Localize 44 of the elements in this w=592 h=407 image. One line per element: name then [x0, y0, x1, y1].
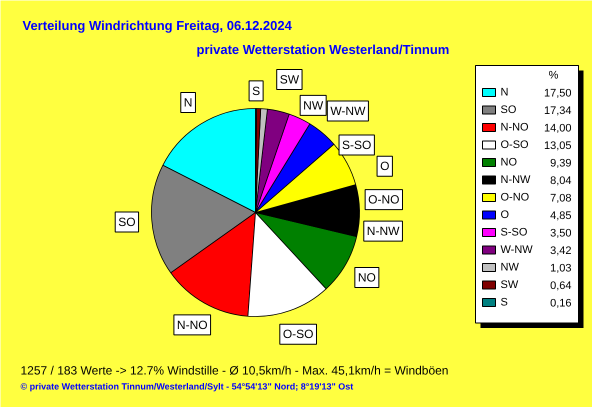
legend-label: O-SO [500, 139, 530, 151]
legend-label: N [500, 86, 508, 98]
slice-label: NO [358, 270, 376, 285]
slice-label: O-SO [282, 327, 314, 342]
data-label: 3,42 [550, 245, 572, 257]
data-label: 4,85 [550, 210, 572, 222]
data-label: 17,34 [544, 105, 572, 117]
legend-label: SW [500, 279, 519, 291]
data-label: 3,50 [550, 228, 572, 240]
data-label: 7,08 [550, 192, 572, 204]
data-label: 1,03 [550, 262, 572, 274]
legend-title: % [548, 70, 559, 82]
slice-label: N [184, 96, 192, 110]
legend-label: NW [500, 262, 520, 274]
legend-label: W-NW [500, 244, 534, 256]
data-label: 17,50 [544, 88, 572, 100]
data-label: 8,04 [550, 175, 572, 187]
data-label: 0,16 [550, 298, 572, 310]
data-label: 14,00 [544, 122, 572, 134]
chart-subtitle: private Wetterstation Westerland/Tinnum [196, 42, 450, 57]
chart-title: Verteilung Windrichtung Freitag, 06.12.2024 [22, 18, 293, 33]
category-label: S-SO [342, 138, 372, 152]
legend-label: S-SO [500, 226, 528, 238]
text: © private Wetterstation Tinnum/Westerland/Sylt - 54°54'13" Nord; 8°19'13" Ost [20, 382, 354, 392]
category-label: O-NO [368, 192, 400, 207]
legend-label: SO [500, 104, 517, 116]
slice-label: N-NO [176, 318, 208, 332]
legend-label: NO [500, 156, 518, 168]
data-label: 13,05 [544, 140, 572, 152]
legend-label: N-NW [500, 174, 532, 186]
slice-label: SO [118, 214, 136, 229]
legend-label: O [500, 209, 510, 221]
category-label: W-NW [330, 104, 366, 118]
category-label: NW [303, 98, 324, 112]
legend-label: O-NO [500, 192, 530, 204]
legend-label: N-NO [500, 122, 530, 134]
text: 1257 / 183 Werte -> 12.7% Windstille - Ø 10,5km/h - Max. 45,1km/h = Windböen [20, 364, 448, 378]
data-label: 0,64 [550, 280, 572, 292]
slice-label: N-NW [366, 224, 400, 238]
slice-label: S [252, 84, 260, 98]
category-label: SW [280, 72, 300, 86]
legend-label: S [500, 296, 508, 308]
category-label: O [380, 159, 390, 174]
data-label: 9,39 [550, 158, 572, 170]
